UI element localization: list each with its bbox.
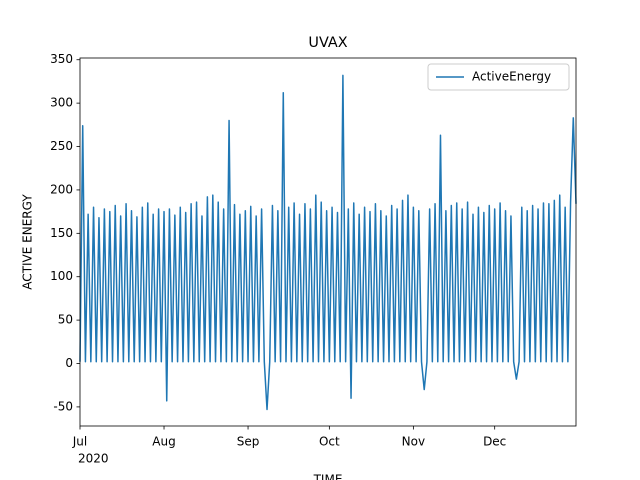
- x-tick-label: Sep: [237, 435, 260, 449]
- x-tick-label: Jul: [72, 435, 87, 449]
- data-line: [79, 74, 577, 411]
- x-tick-label: Oct: [319, 435, 340, 449]
- y-tick-label: 50: [58, 313, 73, 327]
- x-tick-label: Aug: [152, 435, 175, 449]
- y-axis-label: ACTIVE ENERGY: [21, 194, 35, 290]
- y-tick-label: 0: [65, 356, 73, 370]
- x-axis-label: TIME: [313, 473, 343, 480]
- y-tick-label: 200: [50, 182, 73, 196]
- y-tick-label: 250: [50, 139, 73, 153]
- x-tick-label: Dec: [483, 435, 506, 449]
- y-tick-label: 150: [50, 226, 73, 240]
- chart-title: UVAX: [308, 35, 347, 51]
- legend-label: ActiveEnergy: [472, 70, 551, 84]
- y-tick-label: 350: [50, 52, 73, 66]
- y-tick-label: 300: [50, 96, 73, 110]
- x-tick-label: Nov: [402, 435, 425, 449]
- legend: ActiveEnergy: [427, 63, 570, 91]
- y-tick-label: 100: [50, 269, 73, 283]
- x-offset-label: 2020: [78, 452, 109, 466]
- legend-frame: [427, 63, 570, 91]
- plot-frame: [79, 57, 577, 427]
- y-tick-label: -50: [53, 399, 73, 413]
